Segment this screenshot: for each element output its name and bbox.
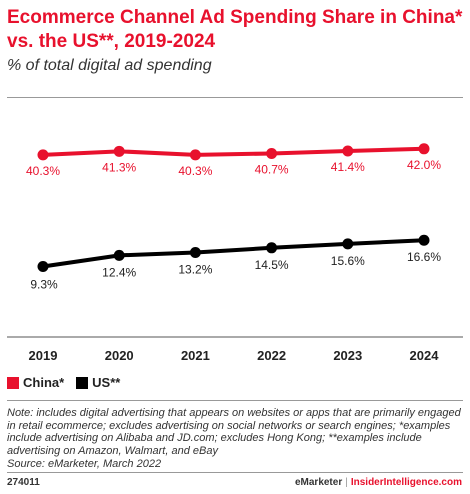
footnote: Note: includes digital advertising that …: [7, 407, 465, 471]
chart-subtitle: % of total digital ad spending: [7, 57, 212, 74]
data-label-us: 16.6%: [407, 250, 441, 264]
data-label-us: 15.6%: [331, 254, 365, 268]
top-divider: [7, 97, 463, 98]
data-point-china: [37, 149, 49, 161]
brand-separator: |: [345, 477, 348, 488]
x-tick-label: 2023: [333, 348, 362, 363]
bottom-divider: [7, 400, 463, 401]
x-tick-label: 2019: [29, 348, 58, 363]
data-point-china: [189, 149, 201, 161]
legend-label-us: US**: [92, 375, 121, 390]
chart-title: Ecommerce Channel Ad Spending Share in C…: [7, 7, 463, 52]
legend-swatch-us: [76, 376, 89, 389]
line-chart: 2019 2020 2021 2022 2023 2024 40.3% 41.3% 40.3% 4…: [7, 143, 463, 363]
brand-insider-intelligence: InsiderIntelligence.com: [350, 477, 462, 488]
data-label-china: 41.3%: [102, 160, 136, 174]
data-label-us: 13.2%: [178, 262, 212, 276]
data-label-china: 40.3%: [26, 164, 60, 178]
data-point-china: [342, 145, 354, 157]
legend-swatch-china: [7, 376, 19, 389]
legend-label-china: China*: [23, 375, 65, 390]
data-point-us: [418, 234, 430, 246]
footer-brand: eMarketer | InsiderIntelligence.com: [295, 477, 462, 488]
x-tick-label: 2024: [410, 348, 440, 363]
data-label-china: 42.0%: [407, 158, 441, 172]
data-point-us: [37, 261, 49, 273]
data-point-us: [189, 246, 201, 258]
data-point-china: [113, 145, 125, 157]
x-tick-label: 2022: [257, 348, 286, 363]
data-label-china: 40.3%: [178, 164, 212, 178]
data-point-us: [113, 249, 125, 261]
x-tick-label: 2020: [105, 348, 134, 363]
brand-emarketer: eMarketer: [294, 477, 343, 488]
legend: China* US**: [7, 375, 132, 390]
chart-id: 274011: [7, 477, 40, 488]
data-point-us: [266, 242, 278, 254]
data-point-china: [266, 147, 278, 159]
data-label-us: 12.4%: [102, 265, 136, 279]
data-point-china: [418, 143, 430, 155]
data-point-us: [342, 238, 354, 250]
data-label-china: 41.4%: [331, 160, 365, 174]
legend-item-us: US**: [76, 375, 120, 390]
data-label-us: 14.5%: [255, 258, 289, 272]
footer-divider: [7, 472, 463, 473]
legend-item-china: China*: [7, 375, 64, 390]
source-text: Source: eMarketer, March 2022: [7, 457, 162, 470]
series-line-us: [41, 238, 426, 269]
x-tick-label: 2021: [181, 348, 210, 363]
series-line-china: [41, 146, 426, 157]
data-label-china: 40.7%: [255, 162, 289, 176]
note-text: Note: includes digital advertising that …: [7, 407, 461, 458]
data-label-us: 9.3%: [30, 278, 58, 292]
